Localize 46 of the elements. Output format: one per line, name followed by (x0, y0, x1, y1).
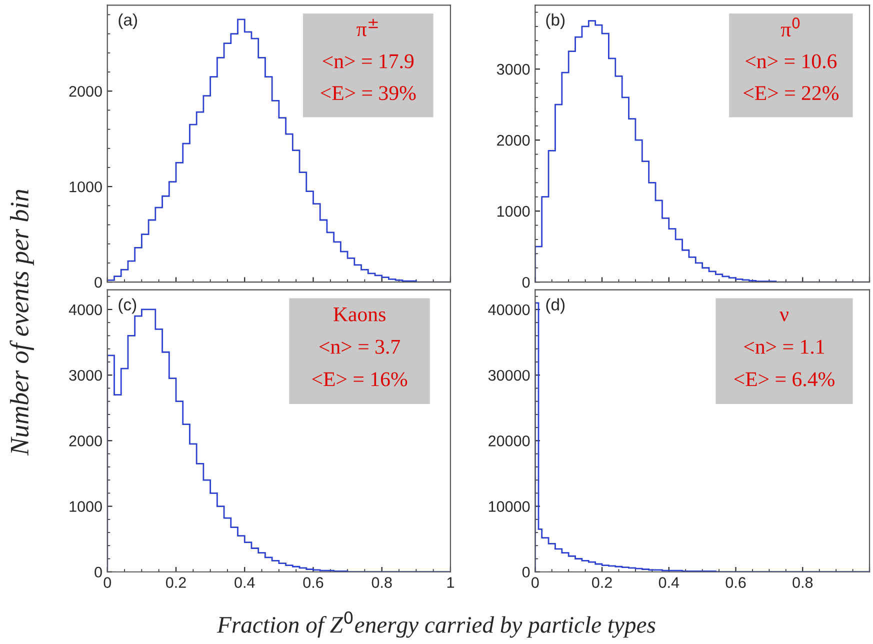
y-tick-label: 20000 (488, 436, 530, 446)
x-tick-label: 0.2 (592, 577, 612, 588)
annotation: <n> = 1.1 (744, 340, 824, 354)
annotation: (d) (546, 298, 565, 314)
x-tick-label: 0.6 (726, 577, 746, 588)
annotation: <E> = 22% (744, 86, 839, 100)
annotation: Kaons (334, 308, 386, 322)
y-tick-label: 2000 (69, 86, 102, 97)
annotation: π$^{0}$ (780, 18, 800, 37)
annotation: <E> = 6.4% (734, 372, 834, 386)
annotation: (c) (118, 298, 136, 314)
x-tick-label: 0.6 (303, 577, 324, 588)
y-tick-label: 0 (94, 276, 102, 288)
annotation: <E> = 39% (320, 86, 416, 100)
y-tick-label: 0 (94, 566, 102, 578)
annotation: π$^{±}$ (356, 18, 378, 36)
y-tick-label: 1000 (497, 206, 530, 217)
annotation: <E> = 16% (312, 372, 408, 386)
y-tick-label: 3000 (69, 370, 102, 381)
y-tick-label: 0 (522, 566, 530, 578)
y-axis-title: Number of events per bin (10, 190, 34, 456)
x-tick-label: 0.4 (658, 577, 680, 588)
y-tick-label: 4000 (68, 304, 102, 316)
x-tick-label: 0.2 (166, 577, 186, 588)
annotation: <n> = 3.7 (320, 340, 400, 354)
y-tick-label: 3000 (496, 64, 530, 75)
y-tick-label: 2000 (497, 134, 530, 146)
x-tick-label: 1 (447, 577, 454, 588)
annotation: <n> = 17.9 (322, 54, 414, 68)
x-tick-label: 0.4 (234, 577, 255, 588)
y-tick-label: 2000 (69, 436, 102, 446)
x-tick-label: 0.8 (372, 577, 392, 588)
x-tick-label: 0 (104, 577, 112, 588)
x-axis-title: Fraction of Z$^{0}$energy carried by particle types (216, 611, 656, 638)
y-tick-label: 1000 (70, 181, 102, 192)
annotation: (b) (546, 13, 565, 29)
y-tick-label: 30000 (488, 370, 530, 381)
y-tick-label: 0 (522, 276, 530, 288)
annotation: (a) (118, 13, 138, 29)
x-tick-label: 0.8 (792, 577, 813, 588)
annotation: <n> = 10.6 (746, 54, 837, 68)
y-tick-label: 10000 (488, 501, 530, 512)
y-tick-label: 40000 (488, 304, 530, 316)
annotation: ν (780, 312, 788, 322)
x-tick-label: 0 (532, 577, 539, 588)
y-tick-label: 1000 (70, 501, 102, 512)
